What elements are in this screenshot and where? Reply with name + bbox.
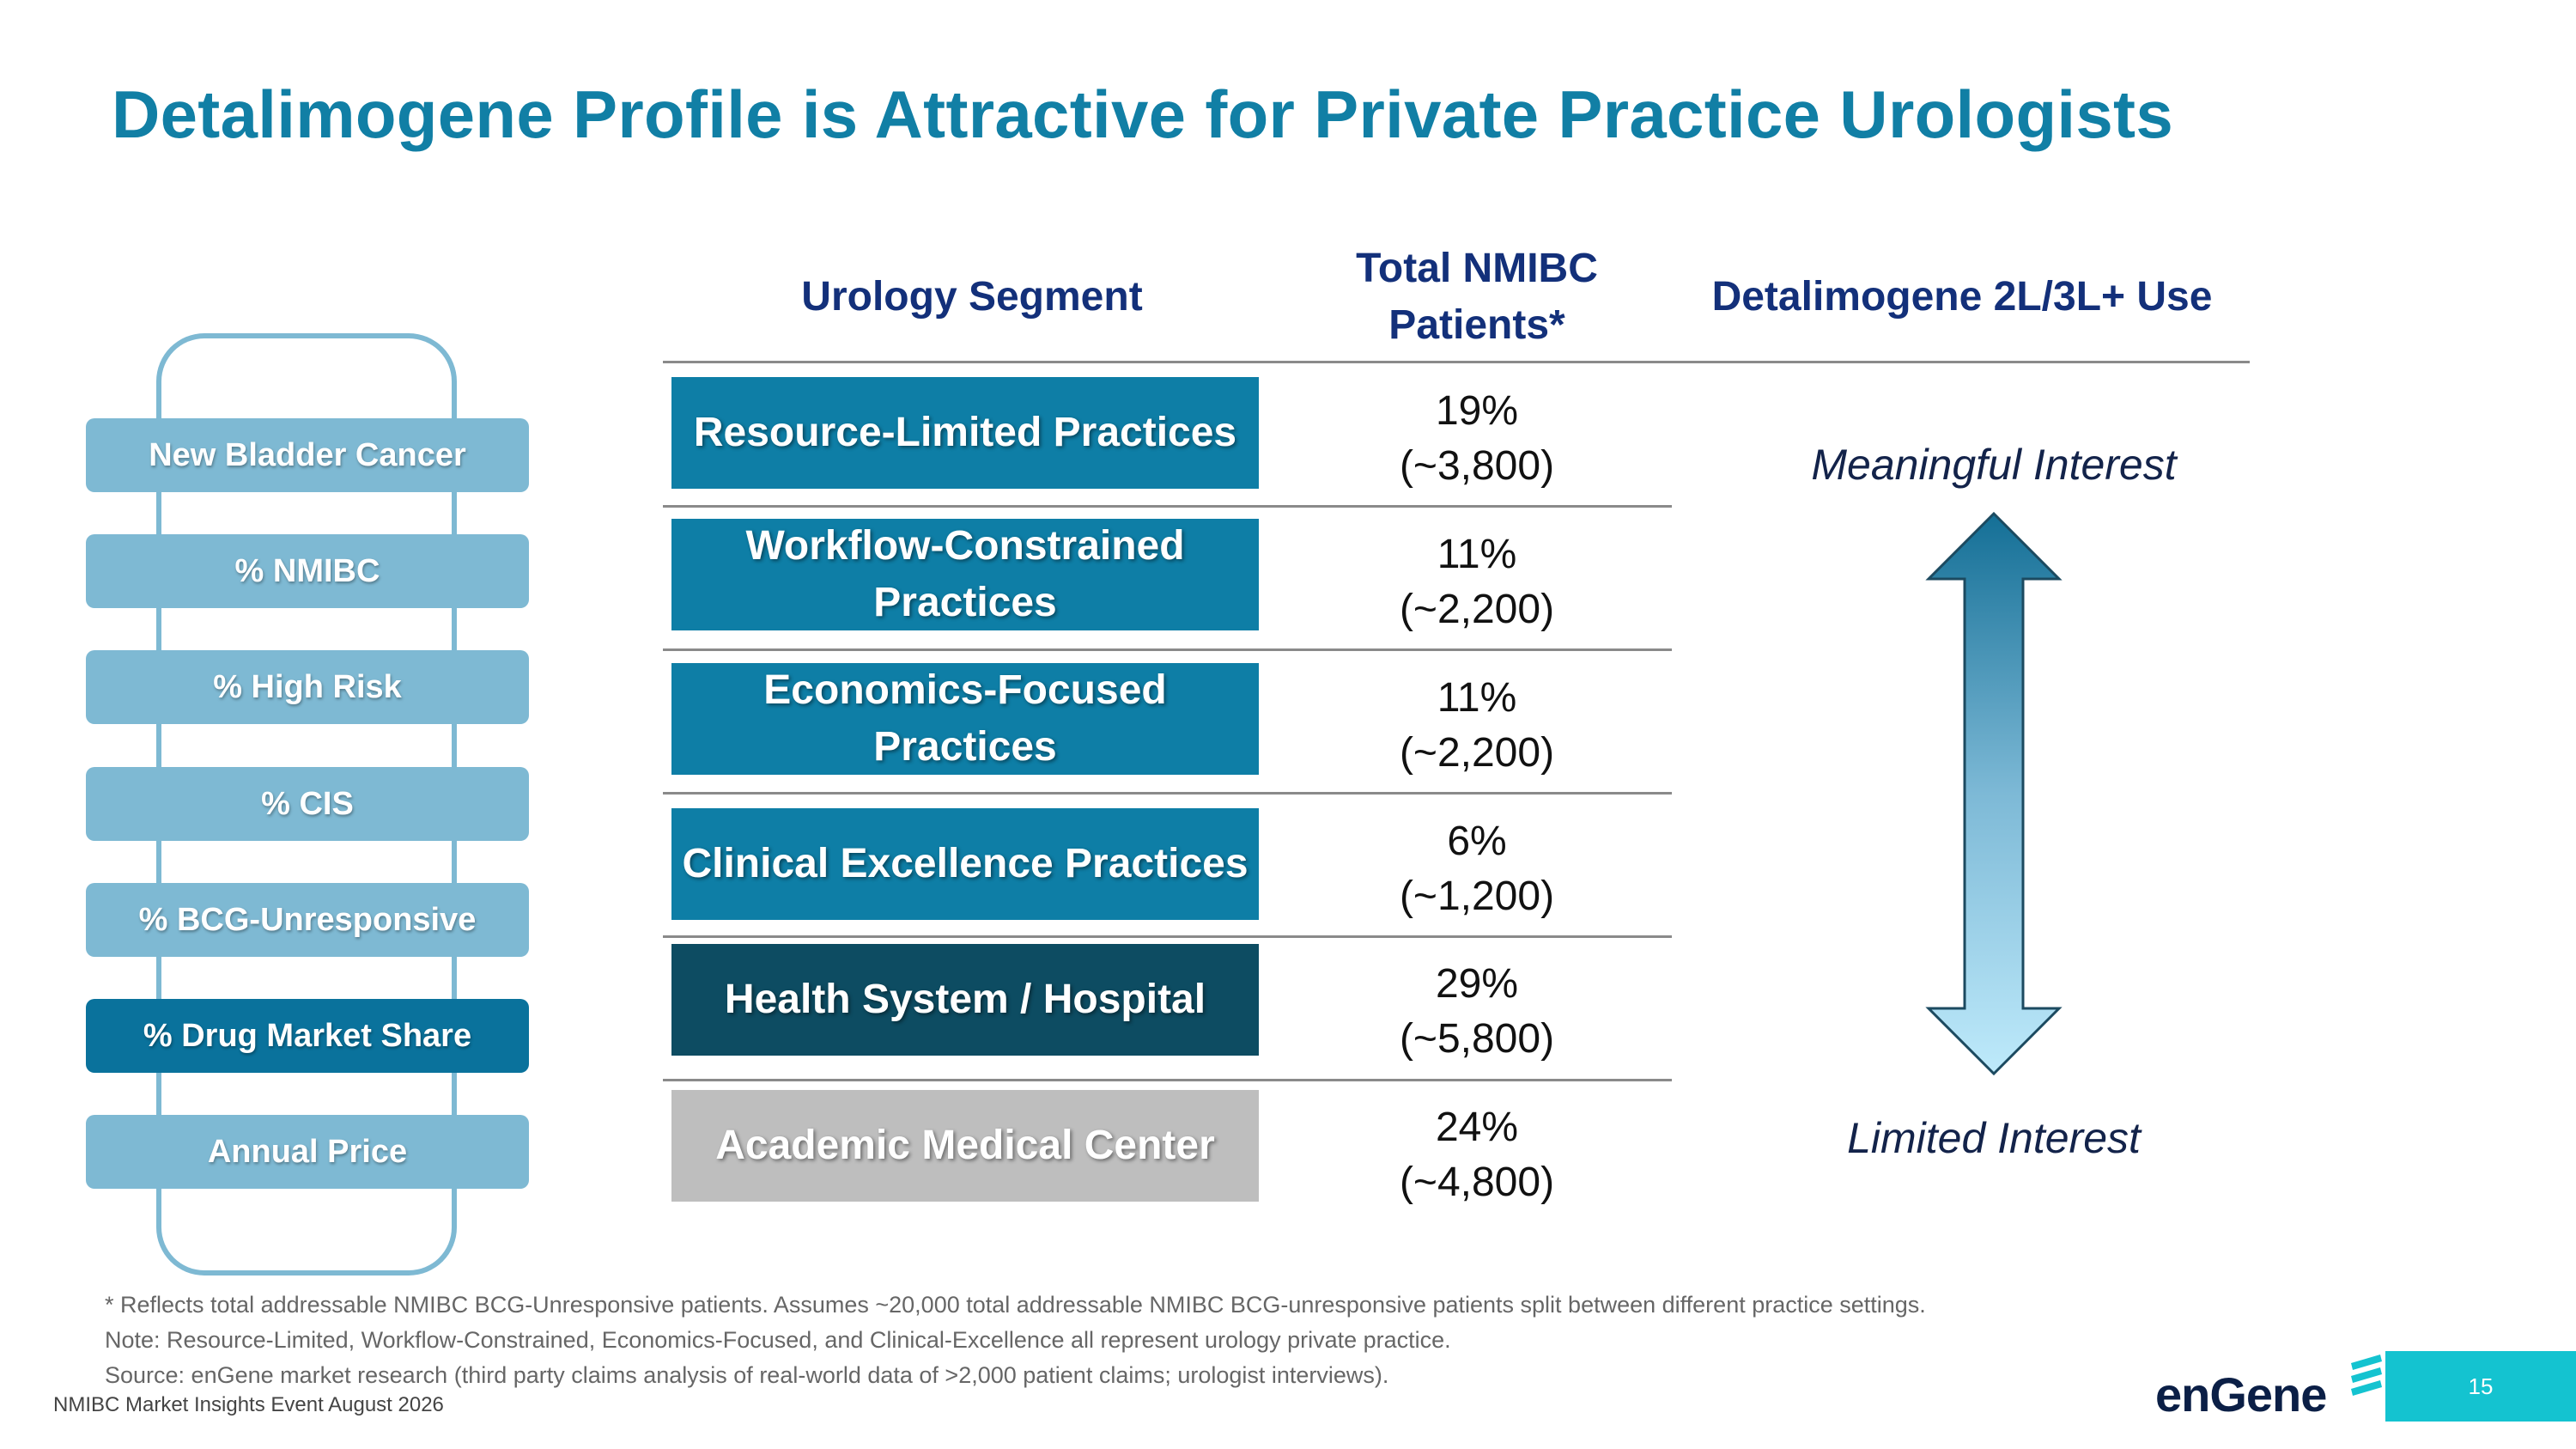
footnote-source: Source: enGene market research (third pa… <box>105 1362 1389 1388</box>
double-arrow-icon <box>1925 511 2063 1076</box>
funnel-step-cis: % CIS <box>86 767 529 841</box>
funnel-step-new-bladder-cancer: New Bladder Cancer <box>86 418 529 492</box>
segment-clinical-excellence: Clinical Excellence Practices <box>671 808 1259 920</box>
patients-count: (~1,200) <box>1399 874 1555 919</box>
row-divider-1 <box>663 505 1672 508</box>
funnel-bracket-bottom <box>156 1138 457 1275</box>
footnote-reflects: * Reflects total addressable NMIBC BCG-U… <box>105 1292 1926 1318</box>
header-divider <box>663 361 2250 363</box>
patients-row-5: 29% (~5,800) <box>1357 957 1597 1067</box>
row-divider-2 <box>663 648 1672 651</box>
patients-pct: 19% <box>1435 388 1519 434</box>
patients-count: (~2,200) <box>1399 587 1555 632</box>
page-number: 15 <box>2385 1351 2576 1422</box>
patients-row-2: 11% (~2,200) <box>1357 527 1597 637</box>
segment-economics-focused: Economics-Focused Practices <box>671 663 1259 775</box>
event-label: NMIBC Market Insights Event August 2026 <box>53 1393 444 1416</box>
patients-row-1: 19% (~3,800) <box>1357 384 1597 494</box>
slide-title: Detalimogene Profile is Attractive for P… <box>112 76 2174 152</box>
row-divider-4 <box>663 935 1672 938</box>
patients-pct: 6% <box>1447 819 1507 864</box>
patients-pct: 29% <box>1435 961 1519 1007</box>
funnel-bracket-top <box>156 333 457 471</box>
segment-workflow-constrained: Workflow-Constrained Practices <box>671 519 1259 630</box>
header-total-nmibc-patients: Total NMIBC Patients* <box>1356 246 1598 348</box>
patients-count: (~4,800) <box>1399 1160 1555 1205</box>
logo-wordmark: enGene <box>2155 1367 2327 1422</box>
segment-resource-limited: Resource-Limited Practices <box>671 377 1259 489</box>
header-detalimogene-use: Detalimogene 2L/3L+ Use <box>1711 274 2213 320</box>
patients-row-3: 11% (~2,200) <box>1357 671 1597 781</box>
patients-pct: 11% <box>1437 532 1517 577</box>
segment-academic-medical-center: Academic Medical Center <box>671 1090 1259 1202</box>
funnel-step-nmibc: % NMIBC <box>86 534 529 608</box>
patients-pct: 11% <box>1437 675 1517 721</box>
row-divider-5 <box>663 1079 1672 1081</box>
funnel-step-drug-market-share: % Drug Market Share <box>86 999 529 1073</box>
funnel-step-bcg-unresponsive: % BCG-Unresponsive <box>86 883 529 957</box>
interest-high-label: Meaningful Interest <box>1811 441 2177 489</box>
interest-low-label: Limited Interest <box>1847 1114 2141 1162</box>
patients-count: (~2,200) <box>1399 730 1555 776</box>
row-divider-3 <box>663 792 1672 795</box>
patients-row-6: 24% (~4,800) <box>1357 1100 1597 1210</box>
patients-row-4: 6% (~1,200) <box>1357 814 1597 924</box>
patients-count: (~5,800) <box>1399 1016 1555 1062</box>
patients-count: (~3,800) <box>1399 443 1555 489</box>
segment-health-system-hospital: Health System / Hospital <box>671 944 1259 1056</box>
header-urology-segment: Urology Segment <box>801 274 1143 320</box>
funnel-step-high-risk: % High Risk <box>86 650 529 724</box>
footnote-note: Note: Resource-Limited, Workflow-Constra… <box>105 1327 1451 1353</box>
logo-mark-icon <box>2351 1355 2382 1396</box>
patients-pct: 24% <box>1435 1105 1519 1150</box>
funnel-step-annual-price: Annual Price <box>86 1115 529 1189</box>
